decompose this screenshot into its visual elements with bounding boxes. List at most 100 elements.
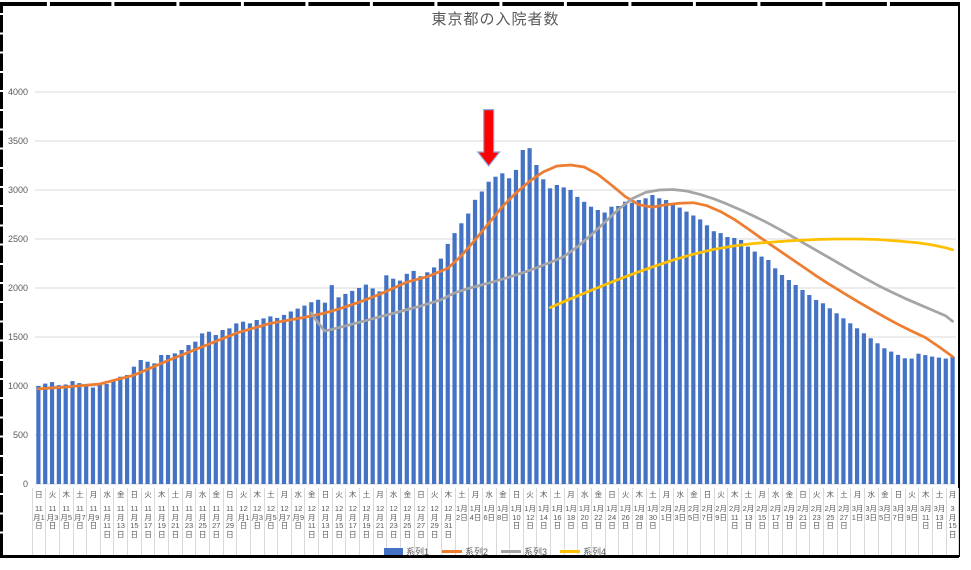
bar[interactable]	[486, 181, 491, 484]
bar[interactable]	[616, 206, 621, 484]
bar[interactable]	[916, 353, 921, 484]
bar[interactable]	[138, 360, 143, 484]
bar[interactable]	[602, 212, 607, 485]
bar[interactable]	[786, 280, 791, 484]
bar[interactable]	[902, 358, 907, 484]
legend-item-series1[interactable]: 系列1	[384, 545, 429, 558]
bar[interactable]	[814, 300, 819, 484]
legend-item-series3[interactable]: 系列3	[501, 545, 547, 558]
bar[interactable]	[125, 375, 130, 484]
bar[interactable]	[766, 260, 771, 484]
bar[interactable]	[493, 176, 498, 484]
bar[interactable]	[391, 278, 396, 484]
bar[interactable]	[186, 345, 191, 484]
bar[interactable]	[200, 333, 205, 484]
bar[interactable]	[889, 351, 894, 484]
bar[interactable]	[636, 200, 641, 484]
bar[interactable]	[275, 317, 280, 484]
bar[interactable]	[370, 288, 375, 485]
bar[interactable]	[704, 225, 710, 485]
line-series-3[interactable]	[309, 188, 954, 333]
bar[interactable]	[438, 258, 444, 484]
bar[interactable]	[179, 350, 184, 484]
bar[interactable]	[377, 291, 382, 484]
bar[interactable]	[356, 288, 362, 484]
bar[interactable]	[425, 272, 430, 484]
bar[interactable]	[363, 284, 368, 484]
bar[interactable]	[49, 382, 55, 484]
bar[interactable]	[861, 333, 866, 484]
bar[interactable]	[623, 201, 628, 484]
bar[interactable]	[663, 200, 669, 484]
bar[interactable]	[227, 328, 232, 484]
bar[interactable]	[268, 316, 273, 484]
line-series-2[interactable]	[37, 163, 954, 391]
bar[interactable]	[895, 354, 901, 484]
bar[interactable]	[145, 361, 150, 484]
bar[interactable]	[281, 314, 287, 484]
bar-series[interactable]	[36, 148, 955, 485]
bar[interactable]	[691, 215, 696, 485]
bar[interactable]	[568, 190, 573, 484]
bar[interactable]	[336, 297, 341, 484]
bar[interactable]	[432, 267, 437, 484]
legend-item-series4[interactable]: 系列4	[560, 545, 606, 558]
bar[interactable]	[43, 383, 48, 484]
bar[interactable]	[513, 169, 519, 484]
bar[interactable]	[70, 381, 75, 484]
bar[interactable]	[841, 318, 846, 484]
bar[interactable]	[213, 335, 218, 484]
bar[interactable]	[172, 353, 177, 484]
bar[interactable]	[554, 185, 559, 484]
bar[interactable]	[848, 323, 853, 484]
bar[interactable]	[820, 303, 826, 484]
bar[interactable]	[131, 366, 137, 484]
bar[interactable]	[779, 275, 785, 484]
bar[interactable]	[295, 308, 300, 484]
bar[interactable]	[411, 270, 416, 484]
bar[interactable]	[500, 173, 505, 485]
bar[interactable]	[254, 320, 259, 484]
legend[interactable]: 系列1 系列2 系列3 系列4	[384, 545, 606, 558]
bar[interactable]	[343, 293, 348, 484]
bar[interactable]	[834, 313, 839, 484]
bar[interactable]	[609, 206, 614, 484]
bar[interactable]	[261, 318, 266, 484]
bar[interactable]	[936, 357, 942, 484]
bar[interactable]	[322, 302, 328, 484]
down-arrow-annotation-icon[interactable]	[476, 108, 501, 167]
bar[interactable]	[350, 290, 355, 484]
bar[interactable]	[384, 275, 389, 484]
bar[interactable]	[97, 385, 102, 484]
bar[interactable]	[459, 223, 464, 485]
bar[interactable]	[732, 238, 737, 484]
bar[interactable]	[909, 358, 914, 484]
bar[interactable]	[84, 386, 89, 484]
bar[interactable]	[739, 240, 744, 484]
bar[interactable]	[534, 165, 539, 484]
bar[interactable]	[240, 321, 246, 484]
bar[interactable]	[36, 386, 41, 484]
bar[interactable]	[588, 206, 594, 484]
bar[interactable]	[507, 178, 512, 485]
bar[interactable]	[466, 213, 471, 485]
bar[interactable]	[56, 385, 61, 484]
bar[interactable]	[711, 231, 716, 484]
bar[interactable]	[854, 328, 860, 484]
bar[interactable]	[111, 380, 116, 484]
bar[interactable]	[684, 211, 689, 484]
bar[interactable]	[397, 280, 403, 484]
bar[interactable]	[582, 201, 587, 485]
bar[interactable]	[752, 251, 757, 484]
bar[interactable]	[950, 356, 955, 484]
bar[interactable]	[718, 233, 723, 484]
bar[interactable]	[759, 256, 764, 484]
legend-item-series2[interactable]: 系列2	[442, 545, 488, 558]
bar[interactable]	[643, 198, 648, 485]
bar[interactable]	[445, 243, 450, 484]
bar[interactable]	[882, 348, 887, 484]
bar[interactable]	[452, 233, 457, 484]
bar[interactable]	[247, 323, 252, 484]
bar[interactable]	[773, 268, 778, 484]
